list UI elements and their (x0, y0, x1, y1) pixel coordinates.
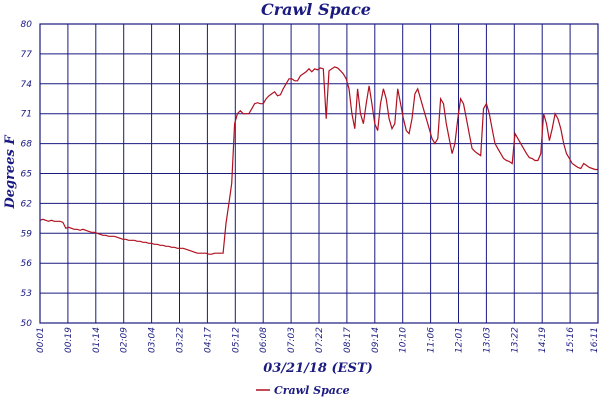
x-tick-label: 01:14 (92, 327, 102, 353)
y-tick-labels: 50 53 56 59 62 65 68 71 74 77 80 (21, 20, 33, 329)
x-tick-label: 10:10 (399, 327, 409, 353)
series-line-crawl-space (39, 66, 598, 255)
y-tick-label: 62 (21, 199, 33, 209)
y-axis-label: Degrees F (3, 135, 18, 210)
y-tick-label: 56 (21, 259, 33, 269)
chart-title: Crawl Space (261, 0, 371, 19)
y-tick-label: 50 (21, 319, 33, 329)
x-tick-label: 03:04 (148, 327, 158, 353)
x-tick-label: 00:01 (36, 327, 46, 353)
x-tick-label: 02:09 (120, 327, 130, 353)
legend-label: Crawl Space (274, 384, 350, 397)
y-tick-label: 71 (21, 110, 32, 120)
y-tick-label: 77 (21, 50, 33, 60)
x-tick-label: 11:06 (427, 327, 437, 353)
y-tick-label: 53 (21, 289, 33, 299)
x-tick-label: 04:17 (203, 327, 213, 353)
x-tick-label: 08:17 (343, 327, 353, 353)
x-tick-label: 12:01 (455, 327, 465, 353)
x-tick-label: 13:03 (482, 327, 492, 353)
y-tick-label: 74 (21, 80, 33, 90)
plot-frame (39, 23, 599, 324)
x-tick-label: 00:19 (64, 327, 74, 353)
x-tick-label: 16:11 (590, 327, 600, 353)
x-tick-label: 05:12 (231, 327, 241, 353)
y-tick-label: 68 (21, 140, 33, 150)
y-tick-label: 65 (21, 170, 33, 180)
x-axis-label: 03/21/18 (EST) (263, 361, 373, 376)
x-tick-label: 15:16 (566, 327, 576, 353)
x-tick-label: 06:08 (259, 327, 269, 353)
x-tick-label: 07:22 (315, 327, 325, 353)
legend: Crawl Space (256, 384, 350, 397)
y-tick-label: 59 (21, 229, 33, 239)
x-tick-label: 09:14 (371, 327, 381, 353)
x-tick-label: 03:22 (176, 327, 186, 353)
x-tick-label: 07:03 (287, 327, 297, 353)
y-tick-label: 80 (21, 20, 33, 30)
x-tick-label: 13:22 (510, 327, 520, 353)
x-tick-label: 14:19 (538, 327, 548, 353)
x-tick-labels: 00:01 00:19 01:14 02:09 03:04 03:22 04:17 05:12… (36, 327, 600, 353)
